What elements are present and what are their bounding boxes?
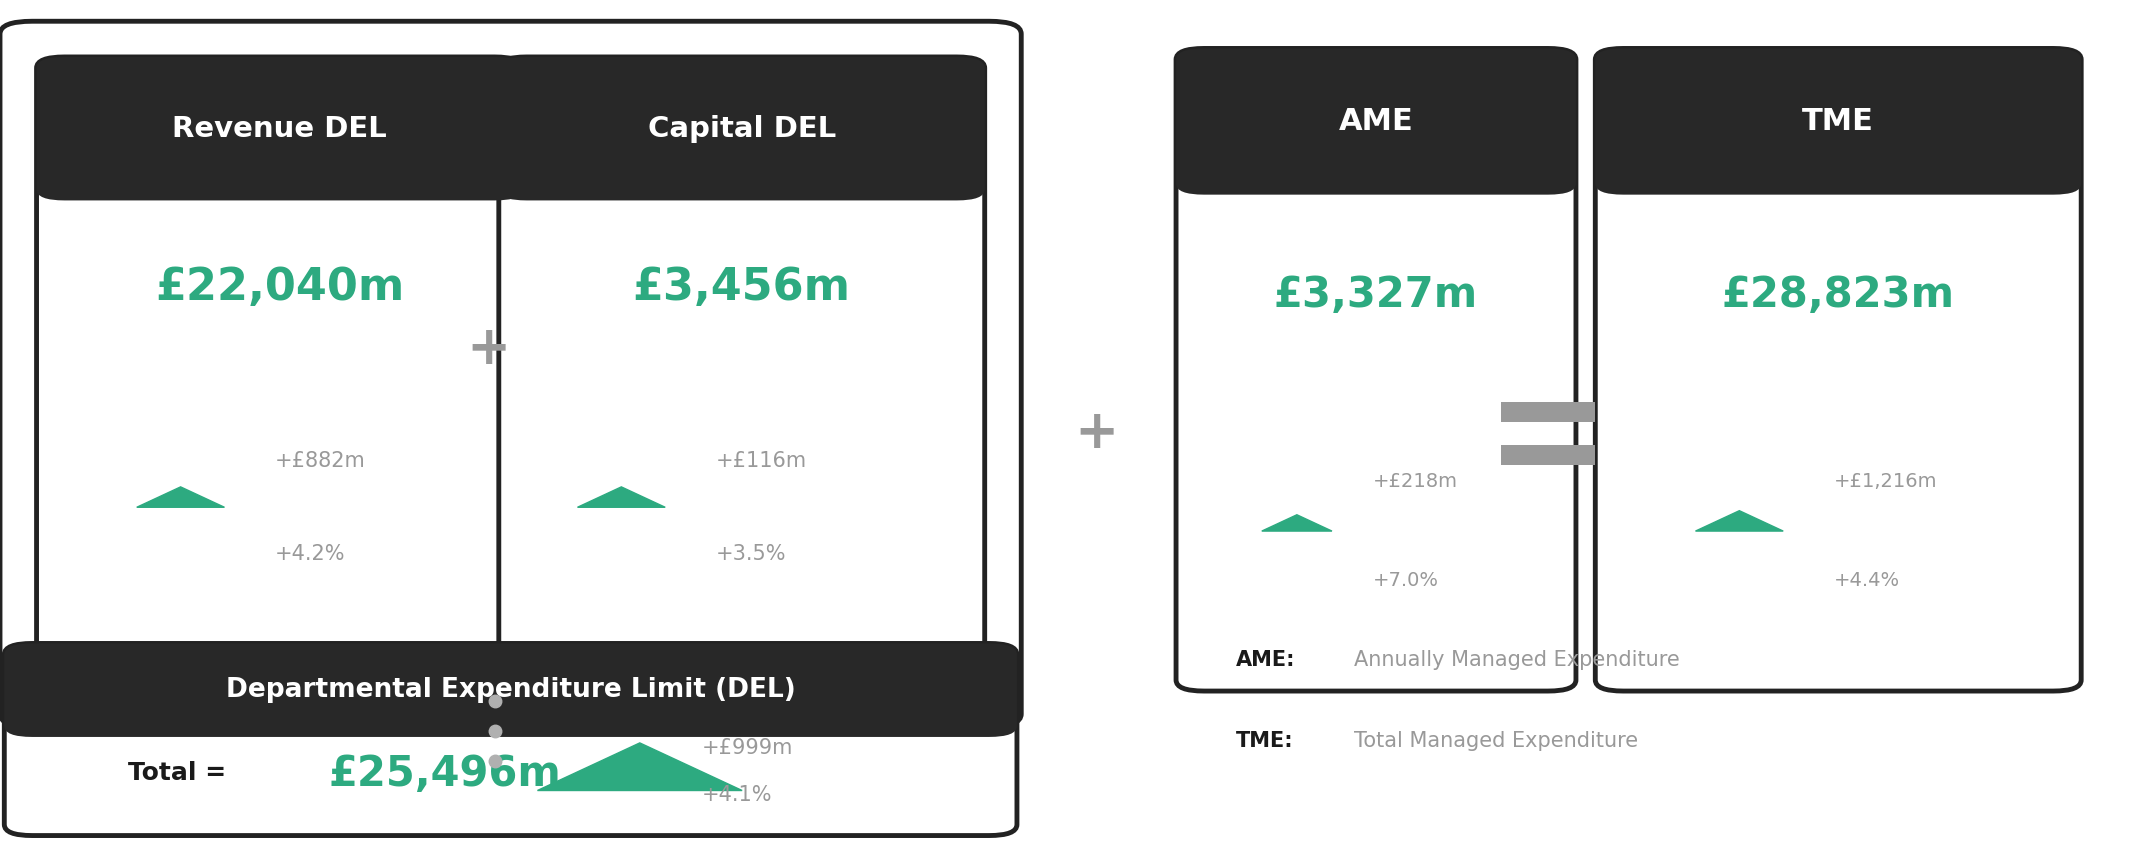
Bar xyxy=(527,128,957,190)
Text: Departmental Expenditure Limit (DEL): Departmental Expenditure Limit (DEL) xyxy=(226,677,796,703)
Text: AME:: AME: xyxy=(1236,650,1296,671)
Text: +£116m: +£116m xyxy=(716,451,806,471)
Text: TME: TME xyxy=(1802,107,1875,136)
Bar xyxy=(1204,122,1548,184)
Bar xyxy=(1623,122,2053,184)
Polygon shape xyxy=(1696,511,1782,531)
Text: +£999m: +£999m xyxy=(701,738,793,758)
FancyBboxPatch shape xyxy=(4,643,1017,836)
FancyBboxPatch shape xyxy=(1176,48,1576,195)
FancyBboxPatch shape xyxy=(37,57,522,657)
Text: +4.4%: +4.4% xyxy=(1834,571,1901,590)
Bar xyxy=(1501,445,1595,465)
Text: AME: AME xyxy=(1339,107,1413,136)
Text: Revenue DEL: Revenue DEL xyxy=(172,115,387,143)
Bar xyxy=(32,690,989,726)
Text: £25,496m: £25,496m xyxy=(329,752,561,795)
FancyBboxPatch shape xyxy=(499,57,985,201)
FancyBboxPatch shape xyxy=(0,21,1021,727)
Text: TME:: TME: xyxy=(1236,731,1294,751)
Text: +4.1%: +4.1% xyxy=(701,785,772,805)
Bar xyxy=(1501,402,1595,422)
Text: +7.0%: +7.0% xyxy=(1372,571,1438,590)
Text: +£882m: +£882m xyxy=(275,451,366,471)
Text: £28,823m: £28,823m xyxy=(1722,275,1954,316)
FancyBboxPatch shape xyxy=(37,57,522,201)
Bar xyxy=(64,128,494,190)
Text: +£1,216m: +£1,216m xyxy=(1834,472,1937,491)
Text: Total =: Total = xyxy=(129,762,226,785)
Text: +3.5%: +3.5% xyxy=(716,543,787,564)
Text: Capital DEL: Capital DEL xyxy=(647,115,836,143)
Text: Total Managed Expenditure: Total Managed Expenditure xyxy=(1354,731,1638,751)
Polygon shape xyxy=(138,487,224,507)
FancyBboxPatch shape xyxy=(499,57,985,657)
FancyBboxPatch shape xyxy=(1176,48,1576,691)
FancyBboxPatch shape xyxy=(1595,48,2081,691)
Text: £22,040m: £22,040m xyxy=(155,266,404,309)
Text: £3,327m: £3,327m xyxy=(1275,275,1477,316)
Text: +4.2%: +4.2% xyxy=(275,543,346,564)
Text: +: + xyxy=(467,322,510,375)
Text: Annually Managed Expenditure: Annually Managed Expenditure xyxy=(1354,650,1681,671)
Text: £3,456m: £3,456m xyxy=(632,266,851,309)
FancyBboxPatch shape xyxy=(4,643,1017,737)
FancyBboxPatch shape xyxy=(1595,48,2081,195)
Polygon shape xyxy=(1262,515,1333,531)
Text: +£218m: +£218m xyxy=(1372,472,1458,491)
Polygon shape xyxy=(578,487,664,507)
Polygon shape xyxy=(538,743,742,790)
Text: +: + xyxy=(1075,407,1118,460)
